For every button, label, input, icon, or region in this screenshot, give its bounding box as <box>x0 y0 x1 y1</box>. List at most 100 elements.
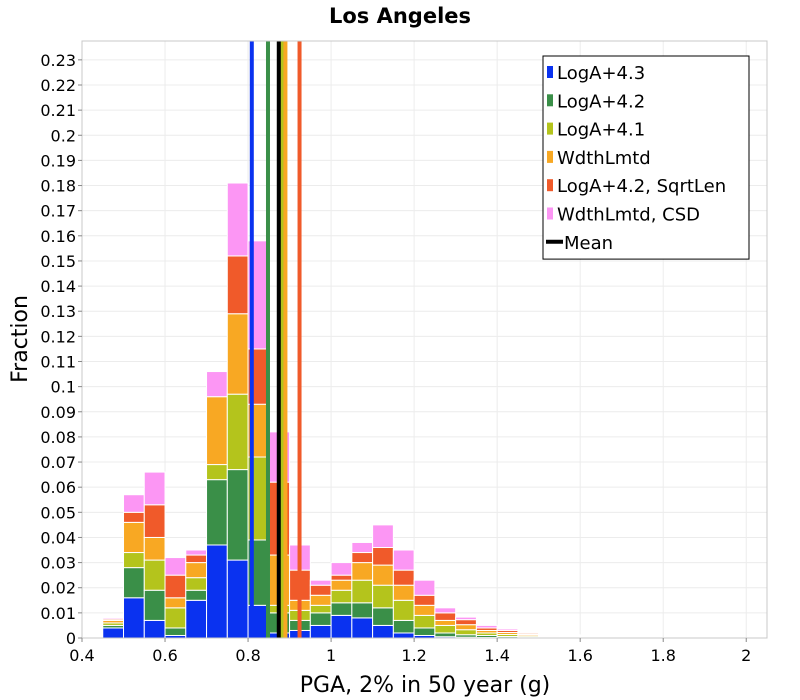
bar-2-series-3 <box>143 536 166 561</box>
y-tick-label-1: 0.01 <box>40 604 76 623</box>
x-tick-label-8: 2 <box>741 646 751 665</box>
bar-5-series-1 <box>206 479 228 546</box>
x-tick-label-2: 0.8 <box>235 646 260 665</box>
x-tick-label-3: 1 <box>326 646 336 665</box>
bar-4-series-2 <box>185 577 208 591</box>
bar-19-series-5 <box>496 628 519 631</box>
legend-label-0: LogA+4.3 <box>557 63 645 84</box>
y-tick-label-4: 0.04 <box>40 528 76 547</box>
bar-15-series-5 <box>413 579 436 596</box>
legend-swatch-3 <box>547 150 553 163</box>
bar-10-series-4 <box>309 584 332 596</box>
bar-14-series-5 <box>392 549 415 571</box>
bar-17-series-3 <box>455 624 477 631</box>
bar-16-series-2 <box>434 624 457 634</box>
x-tick-label-5: 1.4 <box>484 646 509 665</box>
bar-5-series-2 <box>206 464 228 481</box>
y-tick-label-0: 0 <box>66 629 76 648</box>
chart-title: Los Angeles <box>329 4 471 28</box>
bar-11-series-4 <box>330 574 353 581</box>
y-tick-label-12: 0.12 <box>40 327 76 346</box>
bar-1-series-1 <box>123 567 145 599</box>
bar-2-series-5 <box>143 471 166 506</box>
bar-2-series-1 <box>143 589 166 621</box>
bar-12-series-5 <box>351 541 374 554</box>
y-tick-label-23: 0.23 <box>40 51 76 70</box>
x-tick-label-1: 0.6 <box>152 646 177 665</box>
bar-6-series-1 <box>226 469 249 561</box>
mean-lines <box>249 41 302 638</box>
bar-2-series-2 <box>143 559 166 591</box>
y-tick-label-22: 0.22 <box>40 76 76 95</box>
bar-16-series-3 <box>434 619 457 626</box>
legend-label-6: Mean <box>564 233 613 254</box>
x-tick-label-6: 1.6 <box>567 646 592 665</box>
y-tick-label-2: 0.02 <box>40 579 76 598</box>
bar-4-series-4 <box>185 554 208 564</box>
legend-swatch-1 <box>547 94 553 107</box>
bar-1-series-2 <box>123 552 145 569</box>
bar-15-series-3 <box>413 604 436 616</box>
bar-6-series-5 <box>226 182 249 257</box>
bar-0-series-5 <box>102 617 125 620</box>
bar-13-series-4 <box>372 547 394 566</box>
bar-6-series-2 <box>226 393 249 471</box>
legend-label-3: WdthLmtd <box>557 148 651 169</box>
bar-10-series-3 <box>309 594 332 606</box>
bar-5-series-5 <box>206 371 228 398</box>
bar-17-series-2 <box>455 629 477 636</box>
bar-4-series-0 <box>185 599 208 639</box>
bar-3-series-2 <box>164 607 187 629</box>
y-tick-label-14: 0.14 <box>40 277 76 296</box>
y-tick-label-19: 0.19 <box>40 151 76 170</box>
y-tick-label-7: 0.07 <box>40 453 76 472</box>
y-tick-label-18: 0.18 <box>40 177 76 196</box>
y-tick-label-11: 0.11 <box>40 352 76 371</box>
bar-10-series-2 <box>309 604 332 614</box>
bar-13-series-3 <box>372 564 394 586</box>
bar-22-series-5 <box>558 634 581 636</box>
bar-15-series-2 <box>413 614 436 629</box>
bar-5-series-3 <box>206 396 228 466</box>
bar-13-series-1 <box>372 607 394 626</box>
legend: LogA+4.3 LogA+4.2 LogA+4.1 WdthLmtd LogA+4.2… <box>542 55 750 260</box>
bar-15-series-1 <box>413 627 436 636</box>
y-tick-label-16: 0.16 <box>40 227 76 246</box>
bar-1-series-5 <box>123 494 145 513</box>
bar-13-series-5 <box>372 524 394 549</box>
legend-label-2: LogA+4.1 <box>557 120 645 141</box>
bar-1-series-3 <box>123 521 145 554</box>
y-tick-label-6: 0.06 <box>40 478 76 497</box>
bar-16-series-5 <box>434 607 457 614</box>
bar-21-series-5 <box>538 633 560 636</box>
bar-10-series-1 <box>309 612 332 626</box>
y-tick-label-3: 0.03 <box>40 554 76 573</box>
y-axis-ticks: 0 0.01 0.02 0.03 0.04 0.05 0.06 0.07 0.08 0.09 0.1… <box>40 51 82 648</box>
bar-1-series-4 <box>123 511 145 523</box>
legend-swatch-2 <box>547 122 553 135</box>
bar-16-series-1 <box>434 632 457 638</box>
bar-4-series-5 <box>185 549 208 556</box>
bar-11-series-0 <box>330 614 353 639</box>
bar-3-series-5 <box>164 557 187 576</box>
bar-13-series-2 <box>372 584 394 609</box>
bar-2-series-4 <box>143 504 166 538</box>
y-tick-label-9: 0.09 <box>40 403 76 422</box>
bar-12-series-2 <box>351 579 374 604</box>
bar-12-series-1 <box>351 602 374 619</box>
bar-13-series-0 <box>372 624 394 639</box>
bar-1-series-0 <box>123 597 145 639</box>
bar-6-series-4 <box>226 255 249 315</box>
y-axis-label: Fraction <box>8 295 33 383</box>
legend-swatch-4 <box>547 179 553 192</box>
legend-box <box>542 55 750 260</box>
y-tick-label-20: 0.2 <box>51 126 76 145</box>
bar-14-series-2 <box>392 599 415 621</box>
bar-4-series-1 <box>185 589 208 601</box>
bar-11-series-2 <box>330 589 353 604</box>
bar-17-series-5 <box>455 616 477 621</box>
bar-12-series-4 <box>351 552 374 564</box>
x-axis-ticks: 0.4 0.6 0.8 1 1.2 1.4 1.6 1.8 2 <box>69 638 751 665</box>
legend-swatch-5 <box>547 207 553 220</box>
